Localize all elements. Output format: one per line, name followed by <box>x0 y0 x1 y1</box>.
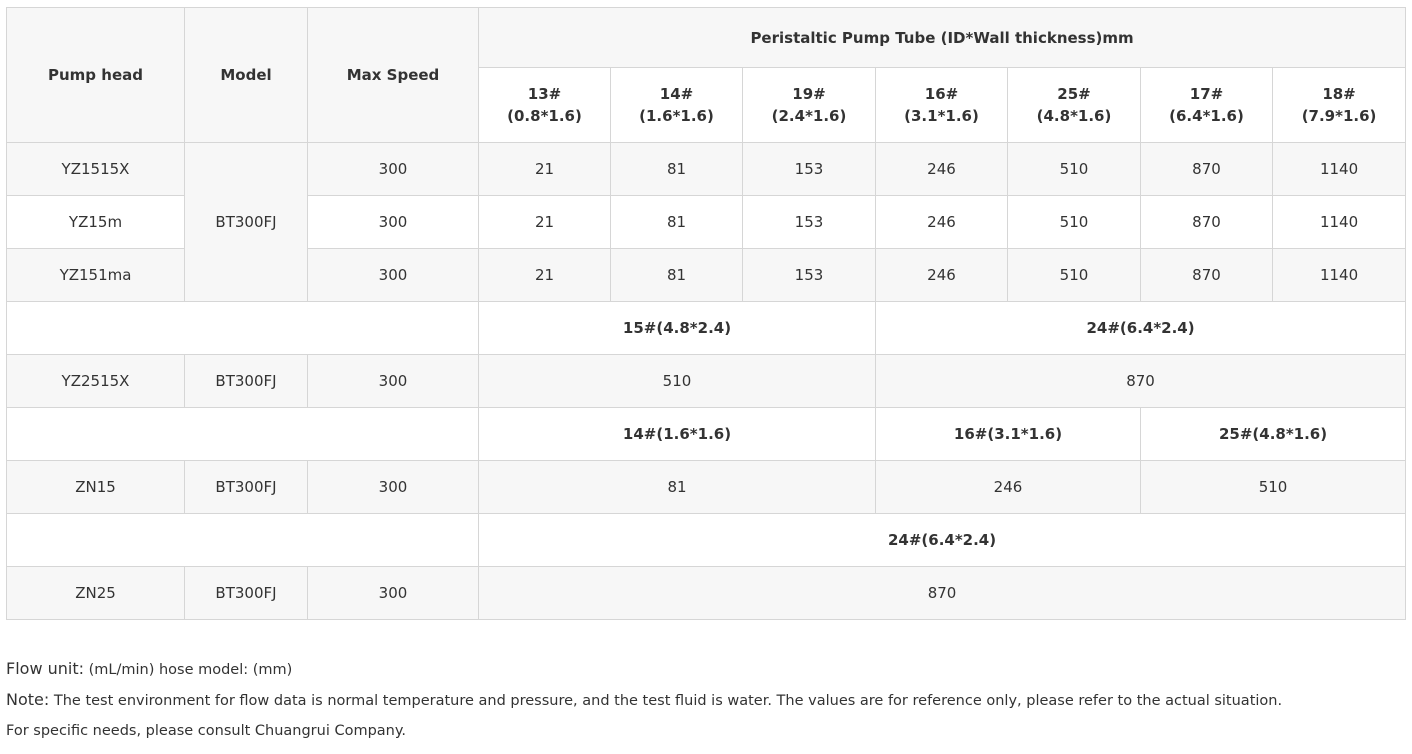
tube-header: 24#(6.4*2.4) <box>477 513 1407 567</box>
tube-size: (1.6*1.6) <box>639 107 714 125</box>
flow-cell: 870 <box>1140 142 1273 196</box>
flow-unit-note: Flow unit: (mL/min) hose model: (mm) <box>6 654 1282 685</box>
flow-cell: 21 <box>478 195 611 249</box>
pump-head-cell: YZ2515X <box>6 354 185 408</box>
tube-header: 25# (4.8*1.6) <box>1007 67 1141 143</box>
pump-head-cell: YZ15m <box>6 195 185 249</box>
model-cell: BT300FJ <box>184 566 308 620</box>
flow-cell: 246 <box>875 142 1008 196</box>
tube-no: 18# <box>1322 85 1356 103</box>
note-label: Note: <box>6 690 50 709</box>
tube-header: 15#(4.8*2.4) <box>478 301 876 355</box>
tube-subheader-row: 14#(1.6*1.6) 16#(3.1*1.6) 25#(4.8*1.6) <box>6 407 1407 461</box>
tube-header: 14#(1.6*1.6) <box>478 407 876 461</box>
tube-no: 19# <box>792 85 826 103</box>
flow-cell: 21 <box>478 248 611 302</box>
flow-cell: 510 <box>1007 248 1141 302</box>
flow-cell: 153 <box>742 248 876 302</box>
tube-header: 16# (3.1*1.6) <box>875 67 1008 143</box>
tube-header: 19# (2.4*1.6) <box>742 67 876 143</box>
flow-cell: 1140 <box>1271 142 1407 196</box>
table-row: ZN15 BT300FJ 300 81 246 510 <box>6 460 1407 514</box>
flow-cell: 81 <box>478 460 876 514</box>
speed-cell: 300 <box>307 354 479 408</box>
header-pump-head: Pump head <box>6 7 185 143</box>
flow-cell: 246 <box>875 248 1008 302</box>
flow-cell: 246 <box>875 195 1008 249</box>
empty-cell <box>6 407 479 461</box>
tube-header: 17# (6.4*1.6) <box>1140 67 1273 143</box>
model-cell: BT300FJ <box>184 354 308 408</box>
header-max-speed: Max Speed <box>307 7 479 143</box>
flow-cell: 81 <box>610 142 743 196</box>
flow-unit-text: (mL/min) hose model: (mm) <box>84 662 293 678</box>
header-model: Model <box>184 7 308 143</box>
tube-no: 13# <box>527 85 562 103</box>
tube-header: 25#(4.8*1.6) <box>1139 407 1407 461</box>
flow-cell: 81 <box>610 195 743 249</box>
flow-cell: 870 <box>477 566 1407 620</box>
speed-cell: 300 <box>307 248 479 302</box>
pump-head-cell: ZN15 <box>6 460 185 514</box>
consult-note: For specific needs, please consult Chuan… <box>6 723 406 739</box>
flow-cell: 870 <box>1140 248 1273 302</box>
pump-head-cell: ZN25 <box>6 566 185 620</box>
model-cell: BT300FJ <box>184 142 308 302</box>
table-row: YZ1515X BT300FJ 300 21 81 153 246 510 870 1140 <box>6 142 1407 302</box>
header-tube-group: Peristaltic Pump Tube (ID*Wall thickness… <box>477 7 1407 68</box>
tube-header: 14# (1.6*1.6) <box>610 67 743 143</box>
flow-cell: 21 <box>478 142 611 196</box>
tube-header: 24#(6.4*2.4) <box>874 301 1407 355</box>
pump-flow-table: Pump head Model Max Speed Peristaltic Pu… <box>6 7 1407 620</box>
notes: Flow unit: (mL/min) hose model: (mm) Not… <box>6 654 1282 746</box>
header-row: Pump head Model Max Speed Peristaltic Pu… <box>6 7 1407 143</box>
tube-no: 14# <box>659 85 694 103</box>
flow-cell: 1140 <box>1271 195 1407 249</box>
tube-size: (2.4*1.6) <box>771 107 847 125</box>
flow-cell: 153 <box>742 142 876 196</box>
flow-cell: 81 <box>610 248 743 302</box>
tube-subheader-row: 15#(4.8*2.4) 24#(6.4*2.4) <box>6 301 1407 355</box>
empty-cell <box>6 513 479 567</box>
table-row: YZ2515X BT300FJ 300 510 870 <box>6 354 1407 408</box>
pump-head-cell: YZ1515X <box>6 142 185 196</box>
speed-cell: 300 <box>307 566 479 620</box>
flow-cell: 246 <box>875 460 1141 514</box>
flow-cell: 510 <box>478 354 876 408</box>
flow-cell: 870 <box>874 354 1407 408</box>
tube-no: 17# <box>1189 85 1224 103</box>
tube-no: 16# <box>924 85 959 103</box>
table-row: ZN25 BT300FJ 300 870 <box>6 566 1407 620</box>
tube-header: 16#(3.1*1.6) <box>875 407 1141 461</box>
tube-size: (0.8*1.6) <box>507 107 582 125</box>
speed-cell: 300 <box>307 195 479 249</box>
speed-cell: 300 <box>307 460 479 514</box>
tube-header: 18# (7.9*1.6) <box>1271 67 1407 143</box>
note-text: The test environment for flow data is no… <box>49 693 1283 709</box>
empty-cell <box>6 301 479 355</box>
flow-cell: 1140 <box>1271 248 1407 302</box>
table-row: YZ151ma 300 21 81 153 246 510 870 1140 <box>6 248 1407 302</box>
flow-cell: 510 <box>1139 460 1407 514</box>
model-cell: BT300FJ <box>184 460 308 514</box>
tube-size: (7.9*1.6) <box>1301 107 1377 125</box>
tube-header-row: 13# (0.8*1.6) 14# (1.6*1.6) 19# (2.4*1.6) 1… <box>6 67 1407 143</box>
tube-size: (4.8*1.6) <box>1036 107 1112 125</box>
tube-no: 25# <box>1057 85 1091 103</box>
flow-cell: 153 <box>742 195 876 249</box>
flow-cell: 510 <box>1007 142 1141 196</box>
flow-cell: 510 <box>1007 195 1141 249</box>
tube-size: (3.1*1.6) <box>904 107 979 125</box>
test-note: Note: The test environment for flow data… <box>6 685 1282 716</box>
flow-unit-label: Flow unit: <box>6 659 84 678</box>
tube-size: (6.4*1.6) <box>1169 107 1244 125</box>
speed-cell: 300 <box>307 142 479 196</box>
tube-subheader-row: 24#(6.4*2.4) <box>6 513 1407 567</box>
flow-cell: 870 <box>1140 195 1273 249</box>
tube-header: 13# (0.8*1.6) <box>478 67 611 143</box>
pump-head-cell: YZ151ma <box>6 248 185 302</box>
